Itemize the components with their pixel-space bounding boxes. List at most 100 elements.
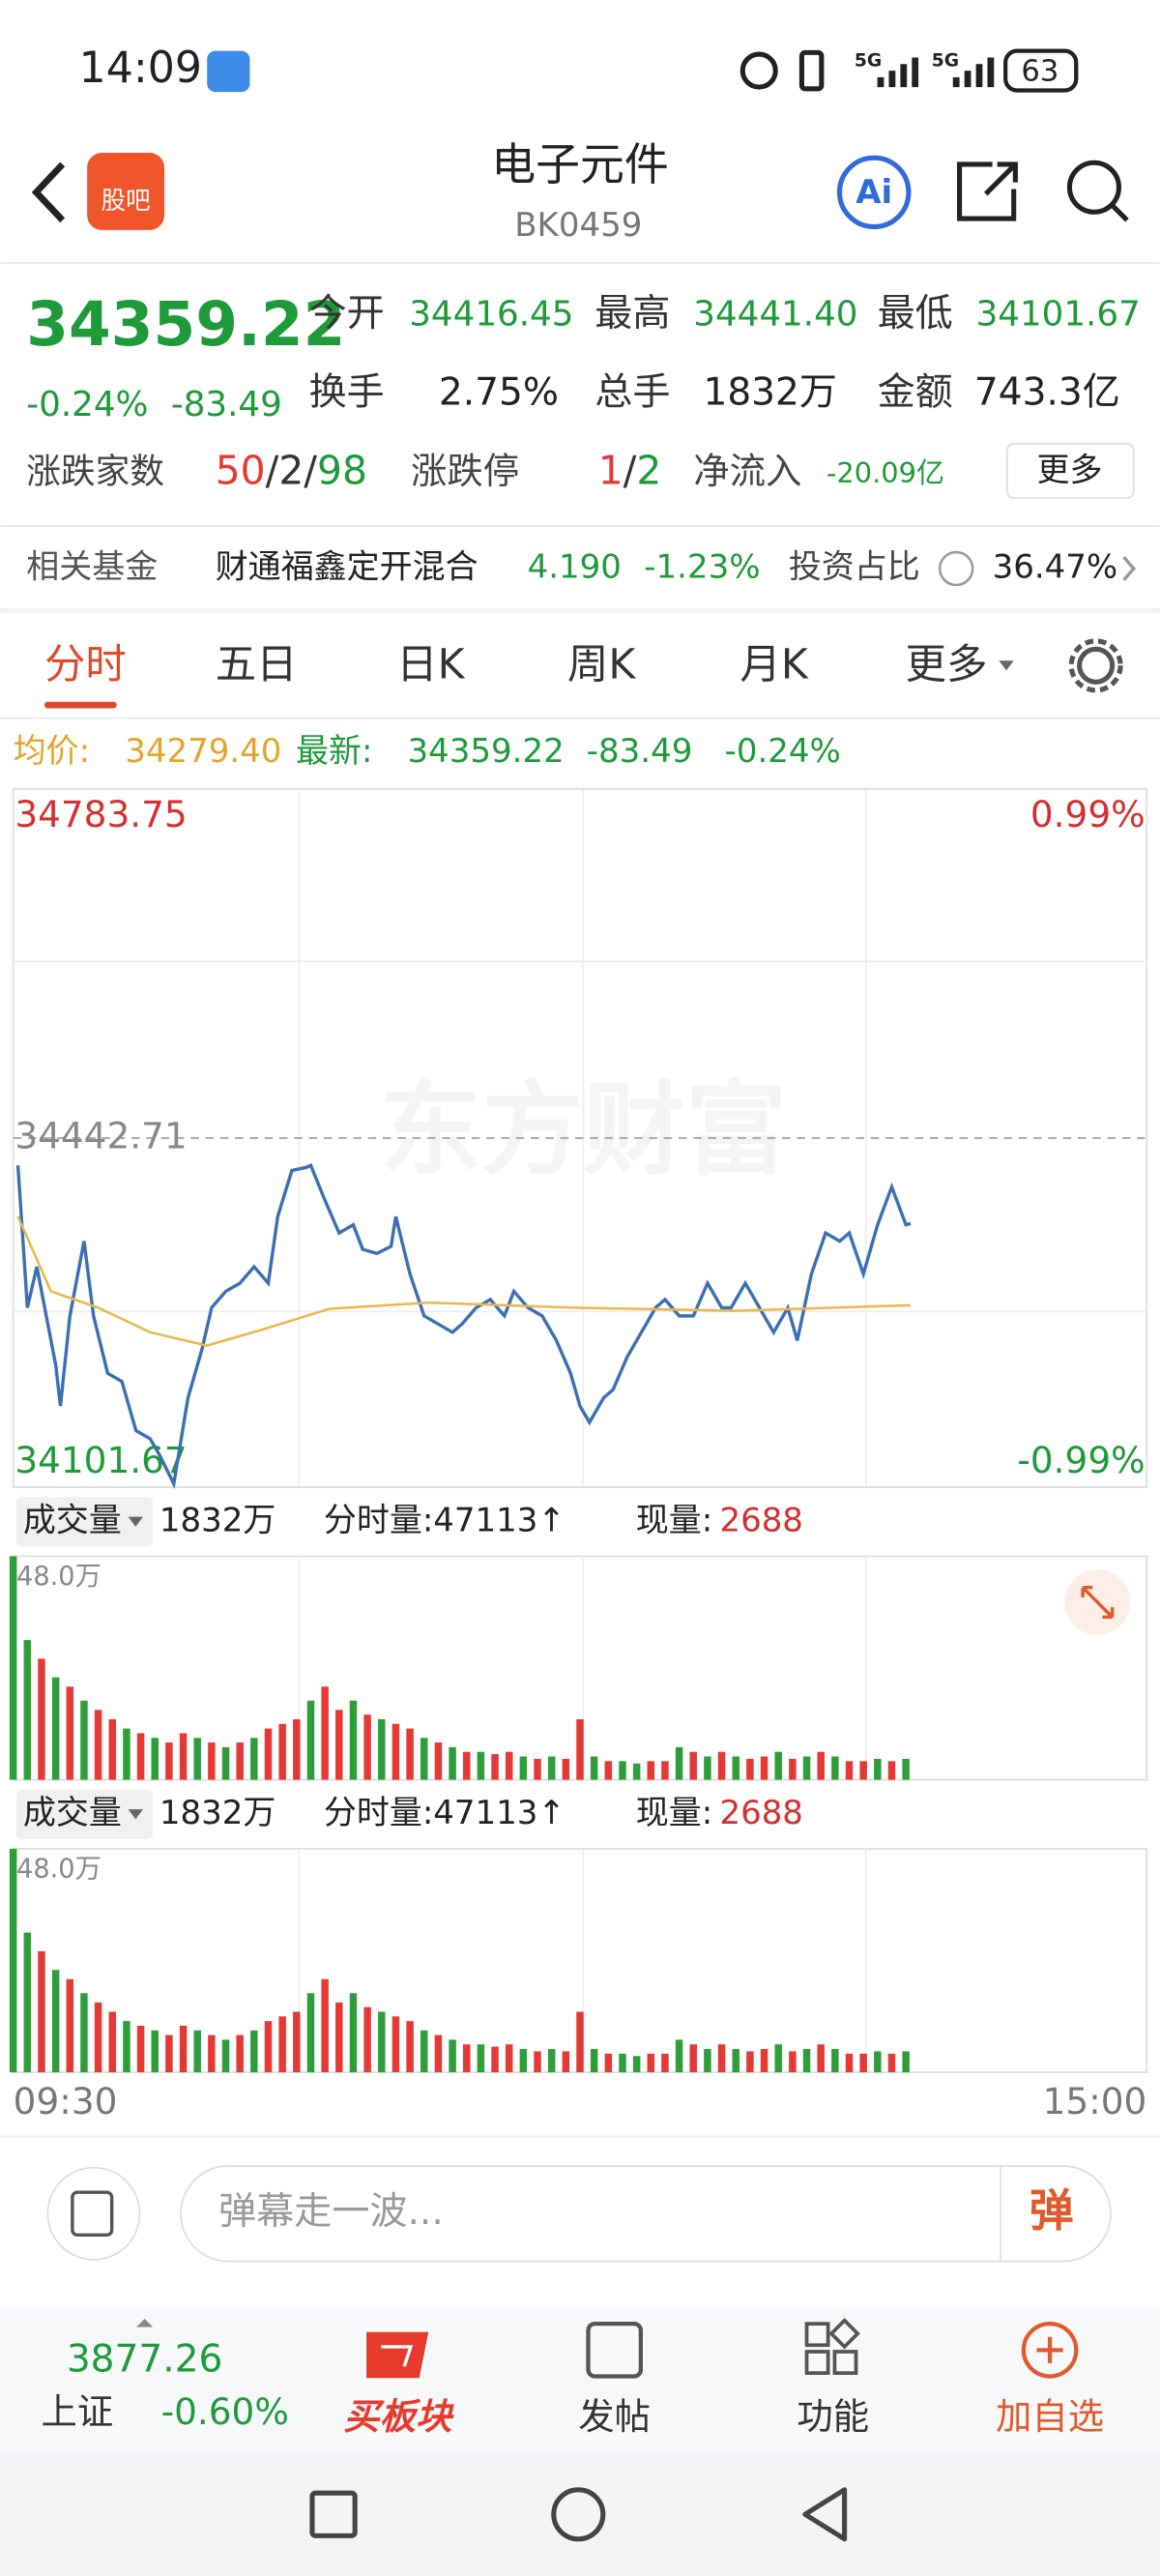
avg-price: 34279.40 — [125, 732, 281, 771]
danmaku-button[interactable]: 弹 — [1030, 2184, 1074, 2237]
volume-bar — [392, 2016, 400, 2073]
volume-bar — [420, 1738, 428, 1780]
add-plus — [1036, 2336, 1063, 2363]
nav-item[interactable]: 加自选 — [996, 2395, 1104, 2438]
stat-label: 总手 — [594, 370, 670, 414]
volume-bar — [23, 1640, 32, 1780]
volume-bar — [165, 2034, 173, 2073]
volume-bar — [632, 1763, 641, 1780]
nav-item[interactable]: 买板块 — [343, 2395, 454, 2438]
back-button[interactable] — [31, 161, 66, 223]
volume-bar — [562, 2051, 570, 2073]
app-icon — [207, 50, 250, 93]
volume-bar — [717, 1751, 726, 1780]
alarm-icon — [740, 51, 778, 90]
volume-bar — [66, 1978, 74, 2073]
volume-bar — [859, 2053, 867, 2073]
tab-bar: 分时 五日 日K 周K 月K 更多 — [44, 642, 988, 689]
volume-bar — [774, 1751, 782, 1780]
price-line — [16, 1215, 912, 1347]
tab[interactable]: 更多 — [906, 642, 988, 689]
dropdown-arrow — [128, 1516, 143, 1527]
tab[interactable]: 分时 — [44, 642, 127, 689]
comment-placeholder: 弹幕走一波... — [218, 2190, 444, 2234]
y-tick-label: 34101.67 — [14, 1439, 187, 1481]
ai-button[interactable] — [836, 155, 912, 230]
network-label: 5G — [932, 50, 959, 71]
tab[interactable]: 周K — [567, 642, 636, 689]
volume-bar — [236, 2034, 244, 2073]
volume-bar — [363, 2006, 371, 2073]
breadth-label: 涨跌家数 — [26, 452, 164, 491]
volume-bar — [647, 2053, 655, 2073]
volume-selector[interactable] — [16, 1497, 154, 1547]
volume-bar — [165, 1742, 173, 1780]
expand-arrow — [136, 2319, 154, 2327]
volume-bar — [108, 1718, 117, 1780]
index-name: 上证 — [42, 2390, 114, 2433]
stat-label: 最高 — [594, 292, 670, 336]
volume-bar — [406, 1728, 414, 1780]
more-label: 更多 — [1036, 451, 1102, 489]
volume-bar — [378, 2011, 386, 2073]
ai-label: Ai — [856, 173, 892, 212]
volume-selector-label: 成交量 — [23, 1794, 122, 1832]
time-axis: 09:30 15:00 — [14, 2080, 1147, 2122]
danmaku-settings[interactable] — [46, 2166, 141, 2261]
volume-bar — [774, 2044, 782, 2073]
index-value[interactable]: 3877.26 — [67, 2338, 223, 2382]
volume-bar — [208, 1742, 216, 1780]
x-tick-label: 15:00 — [1043, 2080, 1147, 2122]
volume-bar — [221, 2039, 230, 2073]
system-nav — [0, 2453, 1160, 2576]
volume-bar — [874, 2051, 882, 2073]
x-tick-label: 09:30 — [14, 2080, 118, 2122]
volume-bar — [704, 2049, 711, 2073]
tab[interactable]: 日K — [396, 642, 465, 689]
current-label: 现量: — [636, 1501, 712, 1539]
volume-bar — [449, 1746, 456, 1780]
volume-bar — [38, 1658, 45, 1780]
advancers: 50 — [216, 447, 266, 493]
y-tick-label: 34783.75 — [14, 793, 187, 835]
stat-value: 34416.45 — [409, 294, 573, 334]
comment-input[interactable] — [180, 2165, 1112, 2263]
volume-bar — [689, 1751, 698, 1780]
nav-item[interactable]: 功能 — [797, 2395, 869, 2438]
volume-bar — [293, 1718, 301, 1780]
volume-bar — [902, 2051, 910, 2073]
volume-bar — [80, 1700, 88, 1780]
volume-bar — [505, 1751, 513, 1780]
volume-bar — [151, 2030, 159, 2073]
more-button[interactable] — [1006, 443, 1135, 499]
divider — [0, 607, 1160, 613]
back-nav-button[interactable] — [802, 2487, 848, 2542]
share-button[interactable] — [957, 161, 1018, 221]
dropdown-arrow — [128, 1809, 143, 1820]
volume-bar — [590, 1756, 598, 1780]
nav-item[interactable]: 发帖 — [578, 2395, 651, 2438]
volume-panel: 成交量 1832万 分时量:47113↑ 现量: 2688 48.0万 — [9, 1789, 1148, 2073]
recents-button[interactable] — [309, 2490, 358, 2538]
guba-logo[interactable] — [87, 153, 165, 230]
help-icon[interactable] — [938, 550, 974, 587]
volume-selector[interactable] — [16, 1789, 154, 1839]
fund-name[interactable]: 财通福鑫定开混合 — [216, 548, 478, 587]
search-button[interactable] — [1066, 160, 1121, 215]
volume-bar — [817, 1751, 825, 1780]
separator: / — [266, 447, 279, 493]
volume-bar — [9, 1556, 17, 1780]
volume-bar — [264, 2021, 273, 2073]
home-button[interactable] — [551, 2487, 606, 2542]
tab[interactable]: 五日 — [216, 642, 298, 689]
volume-bar — [887, 1761, 896, 1780]
tab[interactable]: 月K — [740, 642, 808, 689]
settings-button[interactable] — [1077, 646, 1116, 685]
price-chart: 34783.75 34442.71 34101.67 0.99% -0.99% — [13, 787, 1147, 1490]
bottom-nav — [0, 2308, 1160, 2454]
volume-bar — [136, 2025, 145, 2073]
volume-bar — [378, 1718, 386, 1780]
stat-value: 1832万 — [703, 370, 837, 414]
